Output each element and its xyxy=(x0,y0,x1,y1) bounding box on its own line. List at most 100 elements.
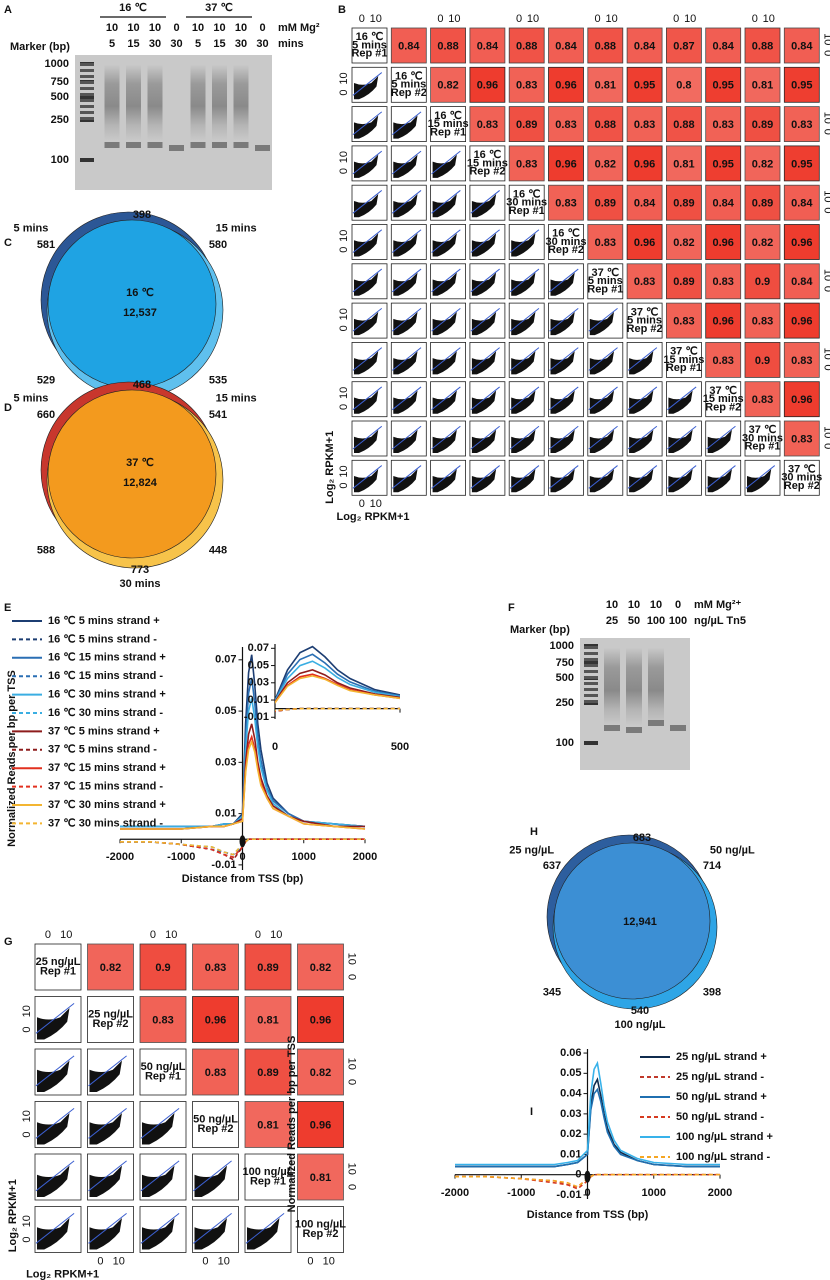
correlation-value: 0.89 xyxy=(257,1067,278,1079)
correlation-value: 0.96 xyxy=(310,1014,331,1026)
correlation-value: 0.9 xyxy=(755,276,770,288)
venn-set-label: 25 ng/µL xyxy=(509,845,554,857)
correlation-value: 0.83 xyxy=(673,316,694,328)
lane-smear xyxy=(648,648,664,725)
sample-label: 16 ℃ xyxy=(395,70,423,82)
venn-set-label: 5 mins xyxy=(14,222,49,234)
correlation-cell xyxy=(548,66,584,103)
lane-label: 10 xyxy=(628,599,640,611)
sample-label: Rep #2 xyxy=(784,480,820,492)
lane-band xyxy=(126,142,141,148)
label-cell xyxy=(548,224,584,260)
right-tick-label: 10 xyxy=(821,190,830,202)
top-tick-label: 10 xyxy=(527,13,539,25)
marker-size: 500 xyxy=(556,672,574,684)
correlation-cell xyxy=(626,27,663,64)
origin-marker xyxy=(239,835,246,848)
marker-size: 100 xyxy=(51,154,69,166)
correlation-value: 0.83 xyxy=(712,276,733,288)
marker-band xyxy=(584,658,598,661)
scatter-cloud xyxy=(393,311,418,336)
lane-label: 10 xyxy=(650,599,662,611)
venn-set-label: 15 mins xyxy=(216,222,257,234)
y-tick-label: -0.01 xyxy=(244,711,269,723)
scatter-cloud xyxy=(89,1060,122,1092)
correlation-cell xyxy=(548,184,584,221)
scatter-cloud xyxy=(354,154,379,178)
venn-count: 683 xyxy=(633,832,651,844)
marker-band xyxy=(80,95,94,99)
fit-line xyxy=(627,465,658,489)
venn-count: 637 xyxy=(543,860,561,872)
scatter-cloud xyxy=(354,311,379,336)
lane-smear xyxy=(147,65,163,140)
fit-line xyxy=(470,425,500,450)
left-tick-label: 10 xyxy=(338,72,350,84)
lane-label: 0 xyxy=(173,22,179,34)
y-tick-label: 0.03 xyxy=(248,677,269,689)
fit-line xyxy=(706,425,736,450)
correlation-value: 0.83 xyxy=(791,433,812,445)
correlation-cell xyxy=(705,341,742,378)
correlation-cell xyxy=(666,27,702,64)
sample-label: 30 mins xyxy=(742,432,783,444)
correlation-cell xyxy=(297,1048,344,1096)
scatter-cloud xyxy=(511,233,536,257)
lane-label: 5 xyxy=(195,38,201,50)
label-cell xyxy=(430,106,467,142)
fit-line xyxy=(193,1160,232,1192)
series-line xyxy=(455,1060,720,1166)
legend-label: 100 ng/µL strand - xyxy=(676,1151,770,1163)
correlation-value: 0.83 xyxy=(205,962,226,974)
fit-line xyxy=(352,190,383,214)
correlation-cell xyxy=(666,224,702,260)
scatter-cloud xyxy=(707,469,732,493)
fit-line xyxy=(431,425,461,450)
series-line xyxy=(275,653,400,702)
scatter-cloud xyxy=(589,351,615,375)
correlation-cell xyxy=(430,27,467,64)
marker-band xyxy=(80,158,94,162)
lane-smear xyxy=(212,65,227,140)
correlation-cell xyxy=(587,184,624,221)
y-axis-label: Normalized Reads per bp per TSS xyxy=(286,1036,298,1213)
correlation-cell xyxy=(508,106,545,142)
correlation-cell xyxy=(626,224,663,260)
lane-smear xyxy=(104,65,120,140)
label-cell xyxy=(87,996,134,1043)
y-tick-label: 0.03 xyxy=(560,1108,581,1120)
scatter-cloud xyxy=(511,311,536,336)
marker-size: 1000 xyxy=(550,640,574,652)
right-tick-label: 10 xyxy=(346,953,358,965)
correlation-cell xyxy=(244,1101,292,1148)
sample-label: Rep #1 xyxy=(145,1071,181,1083)
marker-band xyxy=(80,87,94,90)
scatter-cloud xyxy=(142,1218,175,1250)
correlation-cell xyxy=(469,106,506,142)
x-axis-label: Log₂ RPKM+1 xyxy=(336,511,409,523)
legend-label: 50 ng/µL strand + xyxy=(676,1091,767,1103)
fit-line xyxy=(391,307,422,332)
fit-line xyxy=(431,465,461,489)
bottom-tick-label: 0 xyxy=(202,1255,208,1267)
correlation-cell xyxy=(705,27,742,64)
marker-band xyxy=(80,117,94,120)
scatter-cloud xyxy=(747,469,772,493)
fit-line xyxy=(549,347,579,371)
right-tick-label: 0 xyxy=(821,207,830,213)
legend-label: 16 ℃ 30 mins strand - xyxy=(48,707,163,719)
right-tick-label: 0 xyxy=(821,50,830,56)
series-line xyxy=(455,1173,720,1188)
correlation-value: 0.81 xyxy=(752,80,773,92)
marker-band xyxy=(584,676,598,679)
scatter-cloud xyxy=(511,390,536,414)
y-tick-label: 0.01 xyxy=(248,694,269,706)
sample-label: 5 mins xyxy=(391,79,426,91)
venn-count: 714 xyxy=(703,860,722,872)
fit-line xyxy=(667,386,697,411)
correlation-value: 0.96 xyxy=(791,394,812,406)
x-tick-label: 2000 xyxy=(353,851,377,863)
scatter-cloud xyxy=(432,193,457,218)
correlation-cell xyxy=(783,224,820,260)
